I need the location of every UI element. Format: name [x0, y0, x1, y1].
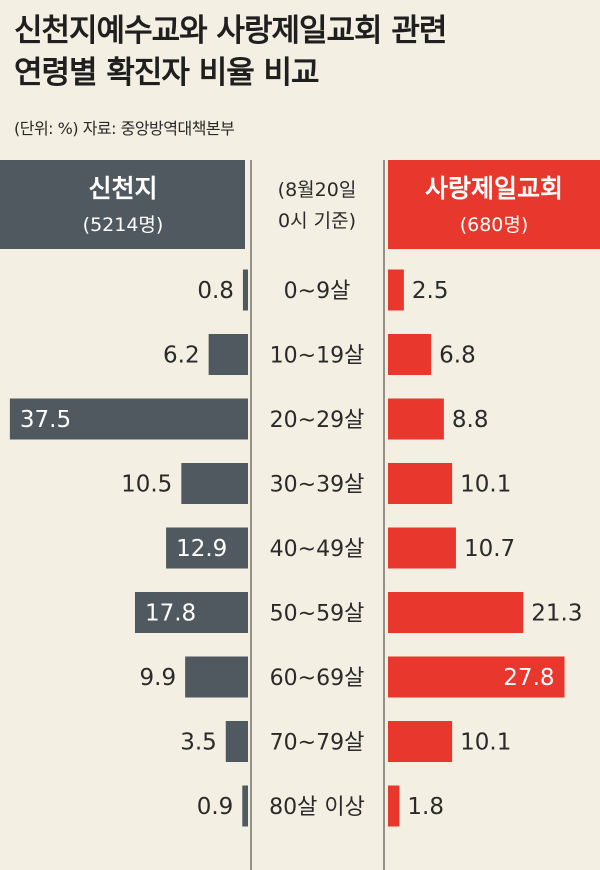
right-series-name: 사랑제일교회: [425, 174, 563, 203]
left-bar-3: [181, 463, 248, 504]
left-header-bg: [0, 160, 245, 249]
left-value-label-8: 0.9: [197, 794, 234, 820]
right-value-label-2: 8.8: [452, 407, 489, 433]
chart-title: 신천지예수교와 사랑제일교회 관련 연령별 확진자 비율 비교: [14, 10, 594, 94]
left-value-label-6: 9.9: [140, 665, 177, 691]
right-bar-7: [388, 721, 453, 762]
right-value-label-6: 27.8: [503, 665, 554, 691]
age-group-label-5: 50~59살: [270, 602, 365, 627]
left-value-label-1: 6.2: [163, 343, 200, 369]
right-value-label-1: 6.8: [439, 343, 476, 369]
right-header-bg: [388, 160, 600, 249]
right-bar-4: [388, 527, 456, 569]
left-value-label-2: 37.5: [20, 407, 71, 433]
left-value-label-0: 0.8: [197, 278, 234, 304]
left-bar-1: [208, 334, 248, 375]
left-bar-2: [9, 398, 248, 440]
right-bar-0: [388, 269, 404, 311]
age-group-label-4: 40~49살: [270, 537, 365, 562]
right-value-label-8: 1.8: [407, 794, 444, 820]
unit-source-note: (단위: %) 자료: 중앙방역대책본부: [14, 119, 235, 138]
right-bar-5: [388, 592, 524, 633]
right-bar-8: [388, 785, 400, 827]
title-line-1: 신천지예수교와 사랑제일교회 관련: [14, 13, 447, 49]
basis-line-2: 0시 기준): [278, 210, 356, 232]
right-value-label-4: 10.7: [464, 536, 515, 562]
left-bar-0: [242, 269, 248, 311]
right-value-label-0: 2.5: [412, 278, 449, 304]
age-group-label-3: 30~39살: [270, 473, 365, 498]
title-line-2: 연령별 확진자 비율 비교: [14, 55, 320, 91]
left-value-label-4: 12.9: [176, 536, 227, 562]
basis-line-1: (8월20일: [278, 179, 357, 201]
left-bar-7: [225, 721, 248, 762]
left-series-name: 신천지: [88, 174, 157, 203]
age-group-label-2: 20~29살: [270, 408, 365, 433]
left-bar-6: [185, 656, 248, 698]
right-bar-6: [388, 656, 565, 698]
left-bar-5: [134, 592, 248, 633]
left-bar-8: [242, 785, 248, 827]
age-group-label-1: 10~19살: [270, 344, 365, 369]
right-value-label-7: 10.1: [460, 730, 511, 756]
age-group-label-0: 0~9살: [284, 279, 351, 304]
left-value-label-5: 17.8: [145, 601, 196, 627]
left-series-count: (5214명): [83, 214, 164, 236]
age-group-label-7: 70~79살: [270, 731, 365, 756]
left-bar-4: [166, 527, 248, 569]
right-value-label-5: 21.3: [531, 601, 582, 627]
left-value-label-7: 3.5: [180, 730, 217, 756]
right-series-count: (680명): [460, 214, 529, 236]
right-bar-2: [388, 398, 444, 440]
age-group-label-6: 60~69살: [270, 666, 365, 691]
age-group-label-8: 80살 이상: [269, 795, 365, 820]
right-bar-1: [388, 334, 432, 375]
left-value-label-3: 10.5: [121, 472, 172, 498]
right-bar-3: [388, 463, 453, 504]
right-value-label-3: 10.1: [460, 472, 511, 498]
